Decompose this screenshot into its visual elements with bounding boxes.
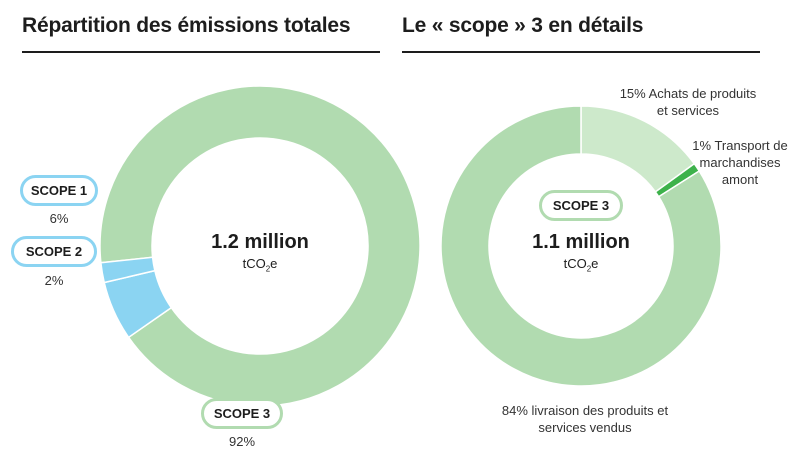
donut-1-slice-2 (440, 105, 722, 387)
title-rule-left (22, 51, 380, 53)
donut-0-slice-2 (100, 256, 156, 284)
center-value-right: 1.1 million (532, 231, 630, 253)
annotation-livraison: 84% livraison des produits et services v… (501, 403, 669, 435)
center-unit-left: tCO2e (242, 256, 278, 274)
scope2-pill: SCOPE 2 (11, 236, 97, 267)
scope1-pill: SCOPE 1 (20, 175, 98, 206)
scope1-percent: 6% (49, 211, 69, 226)
chart-title-right: Le « scope » 3 en détails (402, 14, 644, 37)
title-rule-right (402, 51, 760, 53)
scope3-center-pill: SCOPE 3 (539, 190, 623, 221)
scope3-percent: 92% (228, 434, 256, 449)
center-unit-right: tCO2e (563, 256, 599, 274)
donut-0-slice-0 (99, 85, 421, 407)
center-value-left: 1.2 million (211, 231, 309, 253)
annotation-transport: 1% Transport de marchandises amont (692, 138, 788, 187)
scope2-percent: 2% (44, 273, 64, 288)
chart-title-left: Répartition des émissions totales (22, 14, 351, 37)
annotation-achats: 15% Achats de produits et services (619, 86, 757, 118)
scope3-pill: SCOPE 3 (201, 398, 283, 429)
